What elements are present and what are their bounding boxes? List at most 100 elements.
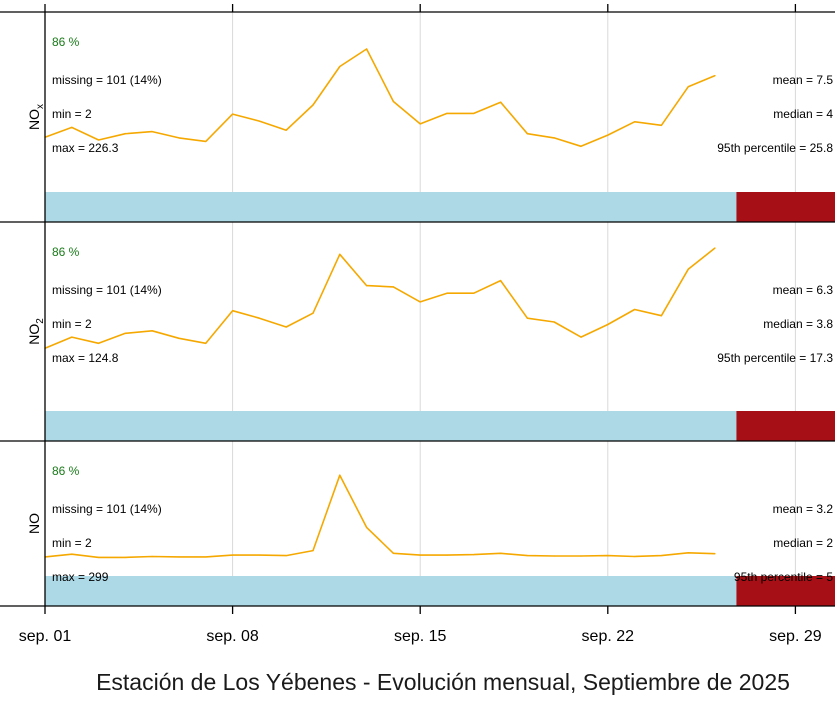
data-available-bar xyxy=(45,411,737,441)
data-point xyxy=(660,124,663,126)
max-value: max = 299 xyxy=(52,570,109,584)
data-point xyxy=(232,310,234,312)
data-point xyxy=(71,553,73,555)
data-point xyxy=(151,330,153,332)
x-tick-label: sep. 15 xyxy=(394,628,447,645)
data-point xyxy=(366,48,368,50)
median-value: median = 2 xyxy=(773,536,833,550)
data-point xyxy=(607,134,609,136)
data-point xyxy=(607,554,609,557)
p95-value: 95th percentile = 25.8 xyxy=(717,141,833,155)
data-missing-bar xyxy=(736,411,835,441)
data-capture-percent: 86 % xyxy=(52,35,80,49)
data-point xyxy=(151,131,153,133)
gridlines xyxy=(232,12,796,606)
data-point xyxy=(714,553,716,555)
data-point xyxy=(124,332,126,334)
mean-value: mean = 6.3 xyxy=(773,283,834,297)
data-point xyxy=(124,133,126,135)
data-point xyxy=(366,285,368,287)
min-value: min = 2 xyxy=(52,107,92,121)
data-point xyxy=(526,133,529,135)
data-point xyxy=(124,556,126,558)
data-point xyxy=(500,552,502,554)
panel-nox: 86 % missing = 101 (14%) min = 2 max = 226.… xyxy=(0,35,835,223)
median-value: median = 3.8 xyxy=(763,317,833,331)
data-point xyxy=(392,552,394,554)
data-point xyxy=(687,86,689,88)
data-missing-bar xyxy=(736,576,835,606)
data-point xyxy=(714,247,716,249)
data-point xyxy=(660,315,663,317)
mean-value: mean = 7.5 xyxy=(773,73,834,87)
data-point xyxy=(419,554,421,556)
data-point xyxy=(473,292,475,294)
data-point xyxy=(98,556,100,558)
data-point xyxy=(500,101,502,103)
data-point xyxy=(366,526,368,528)
data-point xyxy=(205,140,207,142)
data-point xyxy=(312,549,314,552)
min-value: min = 2 xyxy=(52,317,92,331)
data-point xyxy=(285,129,287,131)
median-value: median = 4 xyxy=(773,107,833,121)
data-point xyxy=(446,554,448,556)
data-available-bar xyxy=(45,192,737,222)
data-point xyxy=(151,555,153,558)
panel-no: 86 % missing = 101 (14%) min = 2 max = 299 m… xyxy=(0,464,835,607)
data-point xyxy=(553,321,555,323)
data-point xyxy=(446,112,448,114)
data-point xyxy=(473,554,475,556)
data-point xyxy=(258,317,260,319)
data-point xyxy=(580,336,582,338)
data-point xyxy=(607,323,609,326)
data-point xyxy=(553,555,555,557)
data-point xyxy=(71,126,73,128)
data-point xyxy=(98,342,100,344)
data-point xyxy=(419,301,421,303)
data-point xyxy=(660,554,663,557)
data-point xyxy=(339,474,341,476)
data-point xyxy=(232,554,234,556)
missing-count: missing = 101 (14%) xyxy=(52,502,162,516)
data-point xyxy=(178,137,180,139)
data-point xyxy=(580,555,582,557)
data-point xyxy=(178,556,180,558)
max-value: max = 124.8 xyxy=(52,351,119,365)
data-point xyxy=(580,145,582,147)
data-point xyxy=(205,556,207,558)
data-point xyxy=(392,100,394,103)
x-tick-label: sep. 01 xyxy=(19,628,72,645)
x-tick-label: sep. 08 xyxy=(206,628,259,645)
data-point xyxy=(553,137,555,139)
x-tick-label: sep. 29 xyxy=(769,628,822,645)
data-point xyxy=(258,554,260,556)
data-point xyxy=(419,123,421,125)
panel-no2: 86 % missing = 101 (14%) min = 2 max = 124.… xyxy=(0,245,835,442)
max-value: max = 226.3 xyxy=(52,141,119,155)
data-point xyxy=(205,342,207,344)
data-point xyxy=(526,554,529,557)
data-point xyxy=(285,326,287,328)
data-point xyxy=(312,104,314,106)
x-tick-label: sep. 22 xyxy=(582,628,635,645)
data-point xyxy=(634,308,636,311)
panel-label: NO2 xyxy=(26,318,46,345)
data-point xyxy=(500,280,502,282)
data-point xyxy=(526,317,529,319)
data-point xyxy=(714,75,716,77)
panel-label: NO xyxy=(26,513,42,534)
data-point xyxy=(634,555,636,558)
data-point xyxy=(339,253,341,255)
data-point xyxy=(258,120,260,122)
data-point xyxy=(71,336,73,338)
missing-count: missing = 101 (14%) xyxy=(52,283,162,297)
missing-count: missing = 101 (14%) xyxy=(52,73,162,87)
chart-title: Estación de Los Yébenes - Evolución mens… xyxy=(96,669,790,695)
series-line-no xyxy=(44,474,716,559)
data-available-bar xyxy=(45,576,737,606)
data-point xyxy=(285,554,287,557)
series-line-nox xyxy=(44,48,716,148)
data-point xyxy=(634,121,636,123)
